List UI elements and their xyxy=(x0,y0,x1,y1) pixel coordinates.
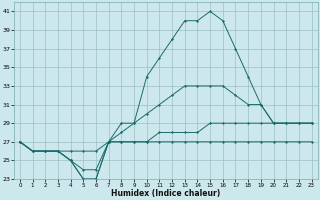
X-axis label: Humidex (Indice chaleur): Humidex (Indice chaleur) xyxy=(111,189,220,198)
